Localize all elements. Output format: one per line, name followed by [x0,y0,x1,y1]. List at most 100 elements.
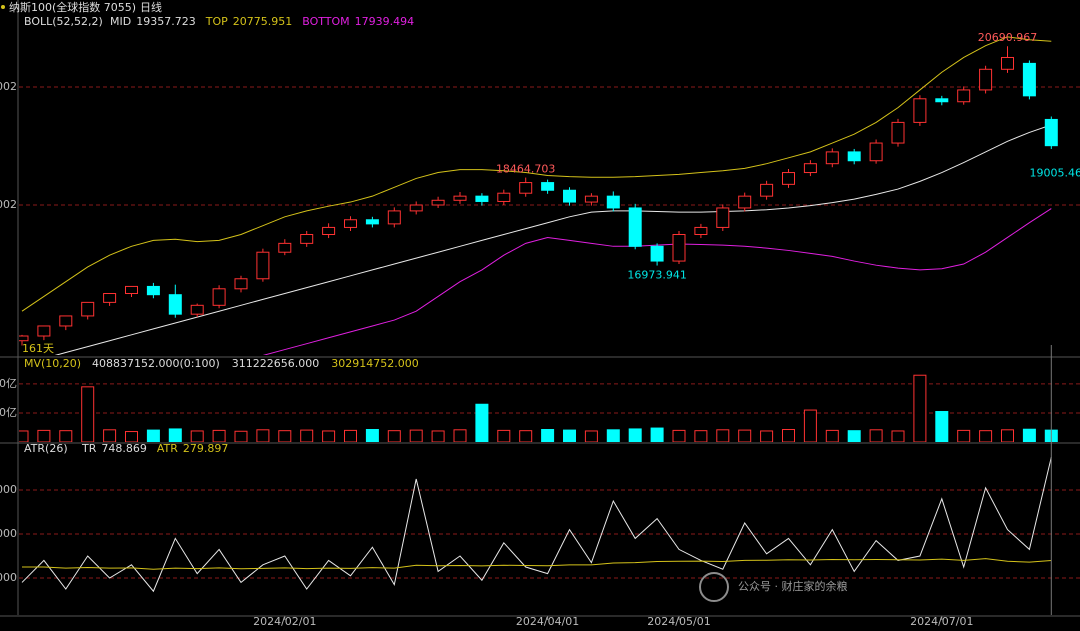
volume-bar [234,430,248,442]
indicator-name[interactable]: MV(10,20) [24,357,81,370]
candle-body [365,219,379,225]
candle-body [19,335,29,342]
volume-bar [716,429,730,442]
candle-body [935,98,949,103]
indicator-name[interactable]: BOLL(52,52,2) [24,15,103,28]
candle-body [344,219,357,228]
candle-body [628,207,642,247]
candle-body [519,182,533,194]
volume-bar [935,411,949,442]
candle-body [212,288,226,306]
volume-bar [869,429,883,442]
volume-bar [738,429,752,442]
volume-bar [606,429,620,442]
candle-body [234,278,248,290]
legend-value: 20775.951 [233,15,293,28]
x-tick-label: 2024/02/01 [253,615,316,628]
volume-bar [344,429,357,442]
candle-body [103,293,117,303]
volume-bar [1001,429,1014,442]
volume-bar [891,430,905,442]
watermark-text: 公众号 · 财庄家的余粮 [738,579,848,593]
candle-body [825,151,839,165]
boll-line [21,36,1052,312]
candle-body [59,315,73,327]
candle-body [869,142,883,162]
candle-body [168,294,182,315]
header-value: 311222656.000 [232,357,319,370]
volume-bar [1022,428,1036,442]
candle-body [146,285,160,296]
volume-bar [979,430,993,442]
legend-name: BOTTOM [302,15,349,28]
boll-line [262,208,1052,355]
x-tick-label: 2024/05/01 [647,615,710,628]
volume-bar [541,429,555,442]
y-tick-label: 20亿 [0,377,17,390]
volume-bar [913,374,927,442]
volume-bar [387,430,401,442]
volume-bar [431,430,445,442]
y-tick-label: 10亿 [0,406,17,419]
legend-name: ATR [157,442,178,455]
volume-bar [628,428,642,442]
volume-bar [497,429,511,442]
volume-bar [37,429,51,442]
period[interactable]: 日线 [140,0,162,14]
candle-body [190,304,204,315]
volume-bar [694,430,708,442]
candle-body [803,163,817,174]
indicator-line [22,558,1052,570]
candle-body [584,195,598,203]
volume-bar [125,431,138,442]
volume-bar [519,430,533,442]
volume-bar [825,429,839,442]
watermark-icon [699,572,729,602]
volume-bar [957,429,971,442]
header-value: 302914752.000 [331,357,418,370]
candle-body [957,89,971,103]
candle-body [1001,56,1014,70]
volume-bar [563,429,576,442]
candle-body [891,121,905,144]
candle-body [716,207,730,228]
candle-body [782,172,795,185]
watermark: 公众号 · 财庄家的余粮 [699,572,848,602]
volume-bar [409,429,423,442]
volume-bar [256,429,270,442]
volume-bar [322,430,336,442]
volume-bar [475,403,489,442]
candle-body [37,325,51,337]
indicator-line [21,457,1052,593]
price-annotation: 16973.941 [627,269,687,282]
volume-bar [760,430,774,442]
price-annotation: 19005.469 [1030,167,1080,180]
volume-bar [81,386,95,442]
candle-body [300,234,314,244]
candle-body [431,199,445,206]
legend-name: TOP [205,15,228,28]
volume-bar [847,430,861,442]
y-tick-label: 18000.002 [0,198,17,211]
candle-body [760,183,774,197]
legend-name: MID [110,15,131,28]
legend-value: 19357.723 [136,15,196,28]
candle-body [497,192,511,202]
span-label: 161天 [22,342,54,355]
volume-bar [803,409,817,442]
x-tick-label: 2024/04/01 [516,615,579,628]
price-annotation: 20690.967 [978,31,1038,44]
volume-bar [146,429,160,442]
indicator-name[interactable]: ATR(26) [24,442,68,455]
header-value: 408837152.000(0:100) [92,357,220,370]
volume-bar [672,429,686,442]
candle-body [1022,62,1036,97]
volume-bar [365,429,379,442]
x-tick-label: 2024/07/01 [910,615,973,628]
candle-body [672,234,686,262]
candle-body [453,195,467,201]
volume-bar [190,430,204,442]
candle-body [541,182,555,191]
volume-bar [584,430,598,442]
